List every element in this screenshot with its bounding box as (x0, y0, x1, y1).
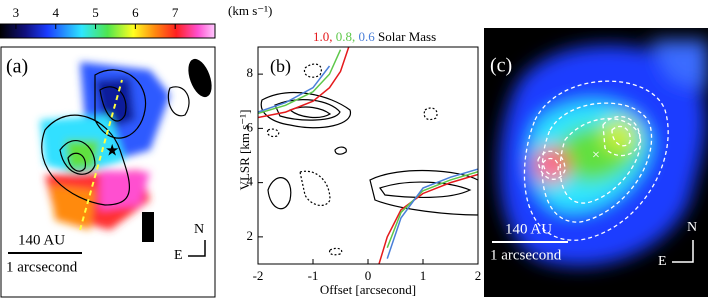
x-tick-label: 0 (365, 268, 372, 283)
colorbar-tick-label: 5 (92, 5, 99, 20)
contours (523, 80, 669, 241)
compass-e: E (174, 248, 183, 263)
colorbar-gradient (0, 23, 216, 39)
compass (672, 240, 694, 263)
compass-n: N (194, 222, 204, 237)
x-tick-label: 2 (475, 268, 482, 283)
y-axis-label: VLSR [km s⁻¹] (237, 110, 252, 191)
panel-label: (b) (270, 56, 291, 77)
compass (188, 240, 206, 257)
model-line (258, 49, 478, 248)
colorbar-tick-label: 7 (172, 5, 179, 20)
legend-title: Solar Mass (378, 29, 436, 44)
scale-label: 140 AU (18, 232, 65, 248)
y-tick-label: 2 (247, 228, 254, 243)
y-tick-label: 8 (247, 65, 254, 80)
compass-n: N (687, 220, 697, 235)
colorbar-tick-label: 6 (132, 5, 139, 20)
panel-label: (c) (490, 55, 512, 77)
y-tick-label: 6 (247, 119, 254, 134)
model-curves (258, 47, 478, 264)
compass-e: E (658, 254, 667, 269)
x-tick-label: 1 (420, 268, 427, 283)
scale-label: 1 arcsecond (490, 247, 562, 263)
colorbar: (km s⁻¹) (0, 3, 272, 39)
scale-label: 1 arcsecond (6, 259, 78, 275)
legend-entry: 0.8, (336, 29, 356, 44)
y-tick-label: 4 (247, 174, 254, 189)
model-line (258, 47, 478, 264)
model-line (258, 65, 478, 259)
x-axis-label: Offset [arcsecond] (320, 282, 416, 297)
colorbar-tick-label: 4 (52, 5, 59, 20)
contours (41, 69, 190, 206)
legend-entry: 0.6 (359, 29, 376, 44)
velocity-map (40, 62, 170, 230)
contours (260, 63, 478, 256)
legend: 1.0, 0.8, 0.6 Solar Mass (313, 29, 436, 44)
x-tick-label: -1 (308, 268, 319, 283)
colorbar-tick-label: 3 (13, 5, 20, 20)
panel-c: × (c) 140 AU 1 arcsecond N E (484, 28, 708, 297)
colorbar-unit: (km s⁻¹) (228, 3, 272, 18)
star: ★ (105, 143, 119, 160)
panel-b: VLSR [km s⁻¹] Offset [arcsecond] (b) 1.0… (237, 29, 481, 297)
beam (188, 58, 212, 98)
panel-label: (a) (6, 56, 28, 78)
scale-label: 140 AU (505, 221, 552, 237)
plot-frame (257, 46, 479, 265)
panel-a: ★ (a) 140 AU 1 arcsecond N E (0, 46, 216, 298)
x-tick-label: -2 (253, 268, 264, 283)
cross: × (592, 148, 600, 163)
pixel-patch (142, 212, 154, 242)
legend-entry: 1.0, (313, 29, 333, 44)
axis-line (79, 79, 123, 231)
